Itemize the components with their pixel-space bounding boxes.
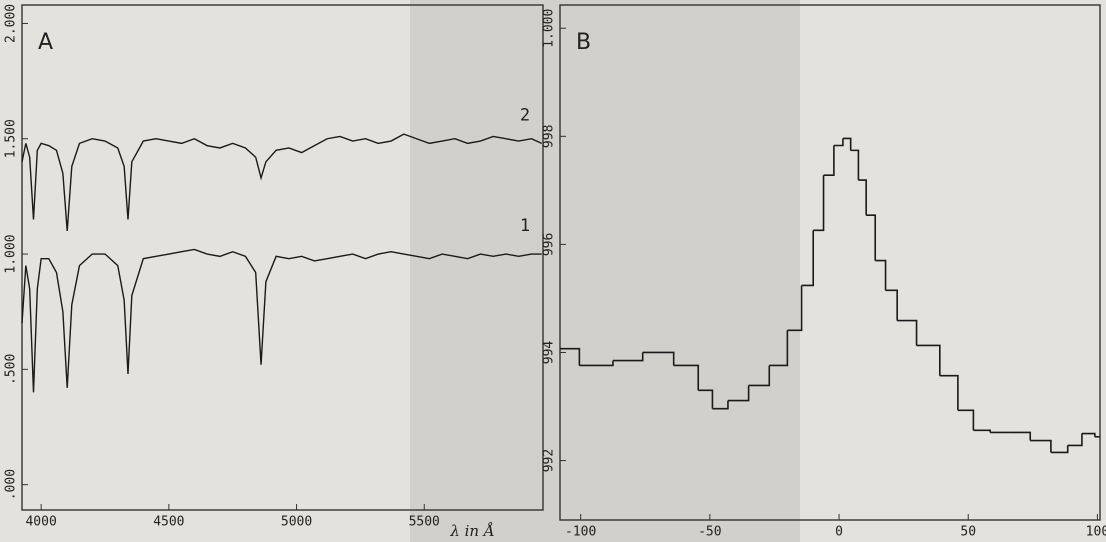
x-axis-label: λ in Å	[449, 522, 494, 540]
step	[916, 344, 941, 376]
step	[823, 145, 835, 177]
spectrum-line	[21, 248, 542, 393]
y-tick-label: .000	[4, 469, 19, 500]
x-tick-label: -100	[565, 525, 596, 540]
series-label: 2	[520, 105, 530, 125]
step	[801, 230, 815, 287]
step	[1009, 431, 1032, 441]
panel-label: A	[38, 30, 53, 55]
x-tick-label: 5500	[409, 515, 440, 530]
step	[1030, 439, 1052, 453]
step	[698, 389, 714, 409]
step	[858, 179, 867, 216]
panel-label: B	[576, 30, 591, 55]
y-tick-label: 2.000	[4, 4, 19, 43]
step	[673, 364, 700, 391]
step	[842, 137, 852, 151]
x-tick-label: 4000	[25, 515, 56, 530]
step	[866, 214, 877, 261]
step	[712, 400, 729, 410]
step	[973, 429, 991, 433]
step	[885, 289, 898, 321]
step	[612, 352, 644, 362]
step	[850, 149, 860, 181]
spectrum-line	[21, 133, 543, 232]
step	[748, 365, 771, 387]
y-tick-label: 1.000	[4, 234, 19, 273]
y-tick-label: 1.500	[4, 119, 19, 158]
step	[833, 138, 844, 147]
step	[957, 409, 975, 431]
step	[813, 175, 825, 232]
plot-frame	[21, 4, 544, 511]
step	[560, 347, 581, 366]
x-tick-label: 100	[1086, 525, 1106, 540]
x-tick-label: 5000	[281, 515, 312, 530]
y-tick-label: 996	[542, 233, 557, 256]
step	[1081, 432, 1096, 437]
y-tick-label: 994	[542, 341, 557, 365]
step	[875, 259, 887, 291]
step	[787, 285, 803, 332]
step	[897, 319, 918, 346]
plot-frame	[559, 4, 1101, 521]
x-tick-label: 0	[835, 525, 843, 540]
shadow	[410, 0, 800, 542]
step	[1050, 445, 1069, 454]
series-label: 1	[520, 216, 530, 236]
y-tick-label: 1.000	[542, 9, 557, 48]
y-tick-label: .500	[4, 354, 19, 385]
step	[642, 351, 675, 366]
step	[727, 385, 750, 402]
step	[1067, 433, 1083, 447]
y-tick-label: 998	[542, 125, 557, 148]
x-tick-label: 4500	[153, 515, 184, 530]
step	[769, 330, 789, 367]
x-tick-label: 50	[960, 525, 976, 540]
y-tick-label: 992	[542, 449, 557, 472]
x-tick-label: -50	[698, 525, 721, 540]
step	[939, 374, 959, 411]
step	[579, 360, 614, 367]
